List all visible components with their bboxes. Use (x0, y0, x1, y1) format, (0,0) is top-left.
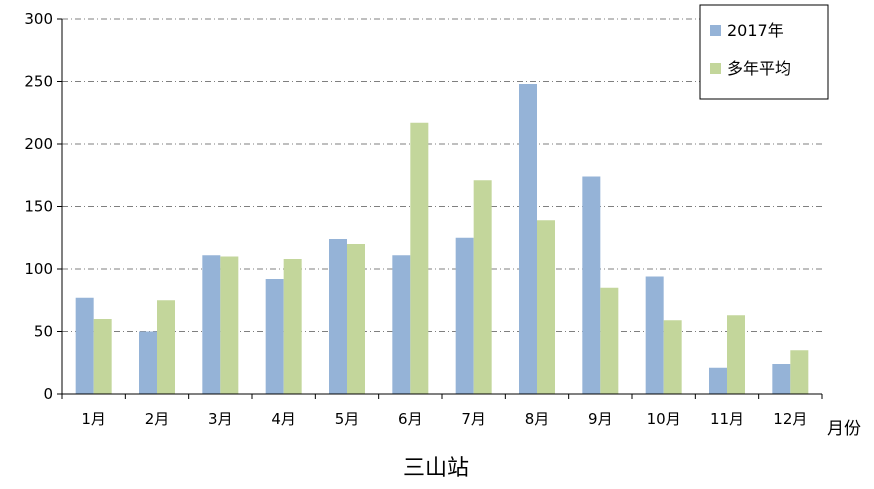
bar-series-2 (473, 180, 492, 394)
bar-series-2 (283, 259, 302, 394)
bar-series-1 (645, 276, 664, 394)
bar-series-1 (329, 239, 347, 394)
y-tick-label: 300 (24, 10, 53, 28)
bar-series-2 (663, 320, 682, 394)
x-tick-label: 10月 (647, 410, 681, 428)
bar-series-2 (93, 319, 112, 394)
bar-series-1 (202, 255, 221, 394)
legend-box (699, 4, 829, 100)
bar-series-1 (455, 237, 474, 394)
bar-series-2 (347, 244, 365, 394)
y-tick-label: 100 (24, 260, 53, 278)
bar-series-1 (265, 279, 284, 394)
y-tick-label: 150 (24, 198, 53, 216)
legend-swatch (710, 63, 721, 74)
x-axis-title: 月份 (827, 419, 861, 439)
bar-series-1 (582, 176, 601, 394)
x-tick-label: 5月 (335, 410, 360, 428)
legend-label: 2017年 (727, 21, 784, 40)
bar-series-1 (772, 364, 791, 394)
bar-series-1 (139, 331, 157, 394)
x-tick-label: 2月 (145, 410, 170, 428)
bar-series-1 (519, 84, 537, 394)
x-tick-label: 8月 (525, 410, 550, 428)
legend-label: 多年平均 (727, 59, 791, 78)
x-tick-label: 12月 (773, 410, 807, 428)
bar-series-2 (410, 122, 429, 394)
bar-series-2 (727, 315, 745, 394)
bar-series-2 (220, 256, 239, 394)
bars (75, 84, 809, 394)
gridlines (62, 18, 822, 332)
y-tick-label: 50 (34, 323, 53, 341)
x-tick-label: 7月 (461, 410, 486, 428)
bar-series-2 (157, 300, 175, 394)
bar-series-1 (75, 297, 94, 394)
y-tick-label: 250 (24, 73, 53, 91)
bar-series-1 (709, 367, 727, 394)
x-tick-label: 1月 (81, 410, 106, 428)
bar-series-2 (537, 220, 555, 394)
x-tick-label: 11月 (710, 410, 744, 428)
y-tick-labels: 0 50 100 150 200 250 300 (24, 10, 62, 403)
y-tick-label: 200 (24, 135, 53, 153)
bar-series-2 (790, 350, 809, 394)
y-tick-label: 0 (43, 385, 53, 403)
x-tick-label: 3月 (208, 410, 233, 428)
x-tick-labels: 1月 2月 3月 4月 5月 6月 7月 8月 9月 10月 11月 12月 (61, 394, 823, 428)
legend-swatch (710, 25, 721, 36)
bar-series-1 (392, 255, 411, 394)
x-tick-label: 6月 (398, 410, 423, 428)
x-tick-label: 4月 (271, 410, 296, 428)
x-tick-label: 9月 (588, 410, 613, 428)
chart-title: 三山站 (403, 456, 469, 481)
bar-series-2 (600, 287, 619, 394)
